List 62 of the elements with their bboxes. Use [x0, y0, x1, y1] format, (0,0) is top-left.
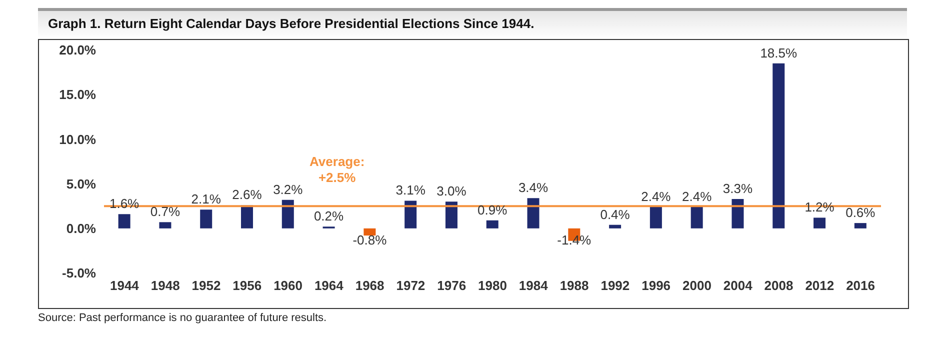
- bar: [814, 218, 826, 228]
- x-tick-label: 1976: [437, 278, 466, 294]
- data-label: 3.1%: [396, 182, 426, 198]
- x-tick-label: 1952: [192, 278, 221, 294]
- x-tick-label: 1996: [642, 278, 671, 294]
- data-label: 0.9%: [478, 202, 508, 218]
- bar: [240, 205, 253, 228]
- y-tick-label: 15.0%: [59, 87, 96, 102]
- data-label: 3.0%: [436, 184, 467, 199]
- bar: [364, 228, 376, 236]
- data-label: 3.3%: [722, 180, 753, 196]
- y-tick-label: 0.0%: [66, 221, 96, 236]
- data-label: 0.4%: [600, 206, 630, 222]
- bar: [486, 220, 498, 228]
- data-label: 2.4%: [682, 188, 712, 204]
- y-tick-label: 5.0%: [66, 176, 96, 192]
- y-tick-label: 10.0%: [59, 132, 96, 147]
- x-tick-label: 1948: [150, 278, 180, 294]
- data-label: 2.1%: [191, 192, 222, 207]
- bar: [609, 224, 622, 228]
- data-label: 2.6%: [232, 187, 262, 202]
- x-tick-label: 2016: [846, 278, 876, 294]
- bar: [159, 222, 172, 228]
- data-label: 0.2%: [314, 208, 344, 224]
- data-label: 3.2%: [273, 182, 304, 197]
- data-label: 18.5%: [760, 45, 798, 60]
- y-tick-label: 20.0%: [59, 42, 96, 58]
- x-tick-label: 2004: [723, 278, 754, 294]
- bar: [690, 206, 703, 228]
- bar: [118, 214, 130, 228]
- bar: [772, 63, 785, 228]
- bar: [650, 206, 662, 228]
- data-label: -1.4%: [557, 232, 592, 248]
- x-tick-label: 1980: [478, 278, 507, 294]
- bar: [732, 198, 744, 228]
- data-label: -0.8%: [352, 232, 388, 248]
- data-label: 2.4%: [641, 188, 672, 204]
- bar: [404, 200, 417, 228]
- x-tick-label: 1960: [274, 278, 302, 294]
- x-tick-label: 1964: [314, 278, 344, 294]
- bar: [200, 210, 212, 228]
- bar: [854, 223, 866, 228]
- x-tick-label: 1944: [110, 278, 140, 294]
- bar: [445, 202, 458, 228]
- x-tick-label: 1988: [560, 278, 589, 294]
- bar: [527, 198, 540, 228]
- bar: [282, 200, 294, 228]
- data-label: 3.4%: [518, 180, 549, 196]
- x-tick-label: 2008: [764, 278, 794, 294]
- x-tick-label: 1956: [232, 278, 262, 294]
- x-tick-label: 1984: [518, 278, 549, 294]
- y-tick-label: -5.0%: [62, 266, 96, 281]
- x-tick-label: 1972: [396, 278, 426, 294]
- data-label: 0.6%: [846, 205, 876, 220]
- x-tick-label: 1992: [600, 278, 630, 294]
- ref-line-label: Average: +2.5%: [310, 154, 365, 186]
- data-label: 0.7%: [150, 204, 180, 220]
- source-note: Source: Past performance is no guarantee of future results.: [38, 312, 328, 324]
- chart-title: Graph 1. Return Eight Calendar Days Before Presidential Elections Since 1944.: [47, 16, 534, 31]
- x-tick-label: 2012: [805, 278, 834, 294]
- x-tick-label: 2000: [682, 278, 712, 294]
- x-tick-label: 1968: [355, 278, 384, 294]
